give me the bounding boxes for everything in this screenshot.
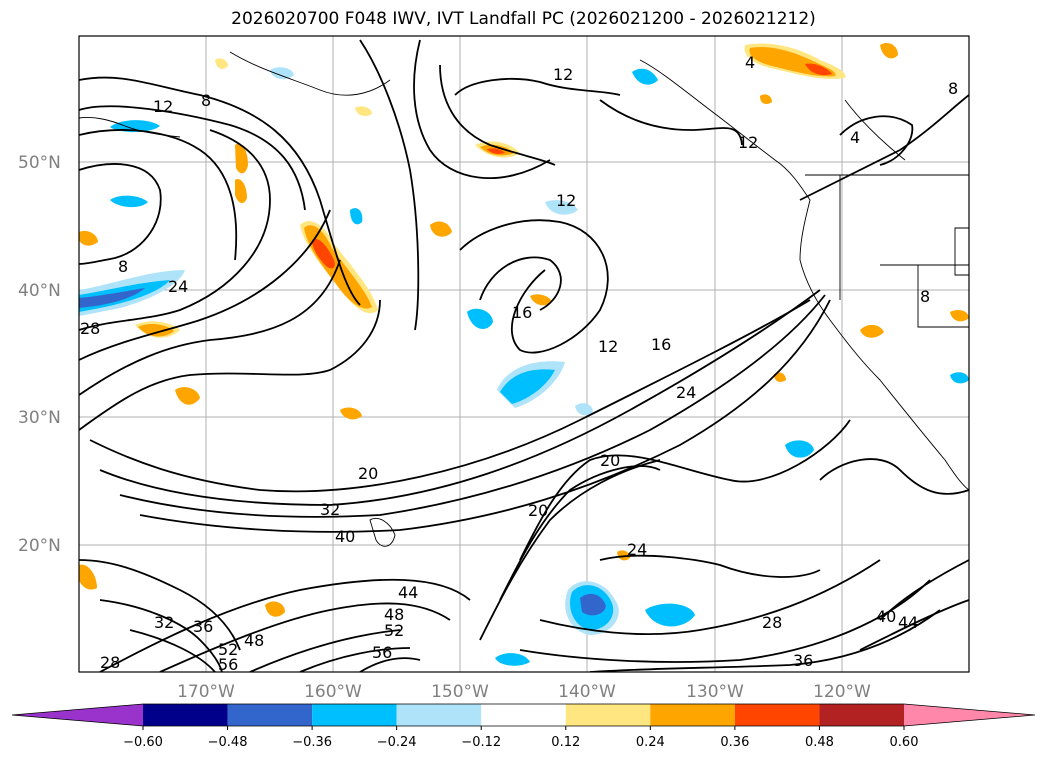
contour-label: 4: [745, 53, 755, 72]
colorbar-bin: [734, 704, 820, 726]
contour-label: 24: [676, 383, 696, 402]
colorbar-bin: [565, 704, 651, 726]
colorbar-bin: [312, 704, 397, 726]
contour-label: 8: [948, 79, 958, 98]
colorbar-bin: [819, 704, 904, 726]
contour-label: 36: [793, 651, 813, 670]
contour-label: 36: [193, 617, 213, 636]
map-panel: 12 8 4 4 8 12 12 16 12 16 24 8 24 28 20 …: [78, 35, 970, 674]
lon-label-130w: 130°W: [686, 682, 744, 702]
lat-label-20n: 20°N: [18, 536, 61, 556]
lon-label-150w: 150°W: [431, 682, 489, 702]
contour-label: 16: [512, 303, 532, 322]
contour-label: 12: [556, 191, 576, 210]
colorbar-tick-label: −0.48: [208, 735, 248, 750]
contour-label: 32: [320, 500, 340, 519]
colorbar-tick-label: −0.12: [461, 735, 501, 750]
colorbar-bin: [12, 704, 143, 726]
gridlines: [79, 36, 969, 672]
iwv-contours: [79, 39, 969, 672]
coastlines: [79, 51, 969, 547]
contour-label: 12: [598, 337, 618, 356]
colorbar-bin: [904, 704, 1035, 726]
contour-labels: 12 8 4 4 8 12 12 16 12 16 24 8 24 28 20 …: [80, 53, 958, 674]
lon-label-160w: 160°W: [304, 682, 362, 702]
lon-label-170w: 170°W: [177, 682, 235, 702]
colorbar-bin: [227, 704, 313, 726]
colorbar-bin: [396, 704, 482, 726]
colorbar-tick-label: 0.24: [636, 735, 665, 750]
lat-label-40n: 40°N: [18, 281, 61, 301]
lat-label-50n: 50°N: [18, 153, 61, 173]
contour-label: 12: [738, 133, 758, 152]
contour-label: 24: [627, 540, 647, 559]
contour-label: 20: [600, 451, 620, 470]
lon-label-120w: 120°W: [813, 682, 871, 702]
contour-label: 8: [118, 257, 128, 276]
contour-label: 20: [528, 501, 548, 520]
lon-label-140w: 140°W: [558, 682, 616, 702]
contour-label: 52: [218, 640, 238, 659]
contour-label: 44: [898, 613, 918, 632]
contour-label: 56: [218, 655, 238, 674]
contour-label: 12: [153, 97, 173, 116]
colorbar-tick-label: 0.36: [720, 735, 749, 750]
contour-label: 48: [384, 605, 404, 624]
contour-label: 52: [384, 621, 404, 640]
colorbar-bin: [650, 704, 735, 726]
colorbar-bin: [481, 704, 566, 726]
contour-label: 28: [100, 653, 120, 672]
colorbar: −0.60 −0.48 −0.36 −0.24 −0.12 0.12 0.24 0.36 0.4…: [11, 703, 1036, 750]
colorbar-tick-label: 0.48: [805, 735, 834, 750]
contour-label: 8: [920, 287, 930, 306]
colorbar-tick-label: 0.12: [551, 735, 580, 750]
contour-label: 12: [553, 65, 573, 84]
colorbar-tick-label: −0.36: [292, 735, 332, 750]
contour-label: 44: [398, 583, 418, 602]
contour-label: 40: [335, 527, 355, 546]
map-frame: [78, 35, 970, 673]
latitude-labels: 50°N 40°N 30°N 20°N: [18, 153, 61, 556]
contour-label: 40: [876, 607, 896, 626]
map-title: 2026020700 F048 IWV, IVT Landfall PC (20…: [231, 9, 816, 29]
longitude-labels: 170°W 160°W 150°W 140°W 130°W 120°W: [177, 682, 871, 702]
lat-label-30n: 30°N: [18, 408, 61, 428]
contour-label: 4: [850, 128, 860, 147]
contour-label: 16: [651, 335, 671, 354]
contour-label: 28: [80, 319, 100, 338]
colorbar-tick-label: −0.24: [377, 735, 417, 750]
contour-label: 48: [244, 631, 264, 650]
contour-label: 8: [201, 91, 211, 110]
contour-label: 32: [154, 613, 174, 632]
contour-label: 24: [168, 277, 188, 296]
colorbar-tick-label: 0.60: [890, 735, 919, 750]
contour-label: 28: [762, 613, 782, 632]
contour-label: 56: [372, 643, 392, 662]
colorbar-tick-label: −0.60: [123, 735, 163, 750]
colorbar-bin: [143, 704, 228, 726]
contour-label: 20: [358, 464, 378, 483]
